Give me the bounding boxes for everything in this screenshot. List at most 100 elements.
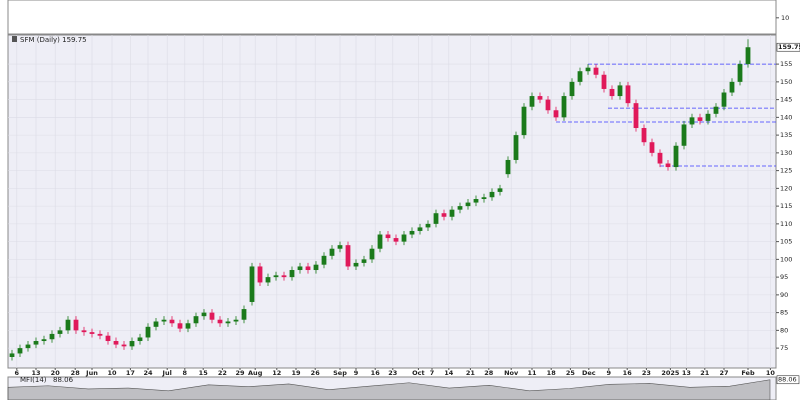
candle-body — [369, 248, 375, 260]
candle-body — [585, 67, 591, 72]
candle-body — [609, 88, 615, 97]
candle-body — [593, 67, 599, 75]
x-tick-label: 11 — [527, 369, 537, 377]
x-tick-label: Feb — [741, 369, 755, 377]
candle-body — [121, 344, 127, 347]
candle-body — [729, 81, 735, 93]
candle-body — [273, 275, 279, 278]
candle-body — [297, 266, 303, 271]
candle-body — [569, 81, 575, 97]
candle-body — [577, 71, 583, 82]
candle-body — [433, 213, 439, 224]
x-tick-label: 28 — [71, 369, 81, 377]
x-tick-label: 23 — [642, 369, 651, 377]
x-tick-label: Aug — [248, 369, 263, 377]
candle-body — [225, 321, 231, 324]
candle-body — [281, 275, 287, 278]
x-tick-label: 22 — [218, 369, 227, 377]
x-tick-label: Oct — [412, 369, 425, 377]
candle-body — [345, 245, 351, 267]
x-tick-label: 19 — [291, 369, 301, 377]
x-tick-label: 25 — [566, 369, 576, 377]
candle-body — [201, 312, 207, 317]
candle-body — [329, 248, 335, 256]
candle-body — [209, 312, 215, 320]
candle-body — [169, 319, 175, 324]
candle-body — [145, 326, 151, 338]
x-tick-label: 9 — [354, 369, 359, 377]
grid: 75 80 85 90 95 100 105 110 115 120 125 130 135 140 145… — [8, 14, 792, 377]
candle-body — [113, 341, 119, 345]
y-tick-label: 110 — [780, 220, 792, 228]
candle-body — [561, 96, 567, 118]
x-tick-label: 13 — [682, 369, 691, 377]
candle-body — [441, 213, 447, 217]
x-tick-label: 16 — [623, 369, 633, 377]
candle-body — [385, 234, 391, 239]
candle-body — [313, 264, 319, 271]
candle-body — [417, 227, 423, 231]
x-tick-label: 15 — [199, 369, 209, 377]
mfi-last-label: 88.06 — [778, 376, 797, 384]
candle-body — [521, 106, 527, 136]
x-tick-label: 21 — [700, 369, 710, 377]
y-tick-label: 90 — [780, 291, 788, 299]
x-tick-label: 16 — [371, 369, 381, 377]
y-tick-label: 10 — [781, 14, 789, 22]
x-tick-label: 27 — [719, 369, 728, 377]
candle-body — [249, 266, 255, 302]
candle-body — [393, 238, 399, 242]
x-tick-label: 23 — [388, 369, 397, 377]
y-tick-label: 150 — [780, 78, 792, 86]
last-price-box — [776, 42, 800, 52]
candle-body — [737, 64, 743, 82]
x-tick-label: 6 — [15, 369, 20, 377]
x-tick-label: 10 — [766, 369, 776, 377]
candle-body — [681, 124, 687, 146]
mfi-last: 88.06 — [53, 376, 74, 384]
x-tick-label: 24 — [143, 369, 153, 377]
candle-body — [9, 353, 15, 357]
x-tick-label: 9 — [607, 369, 612, 377]
candle-body — [705, 113, 711, 121]
mfi-last-box — [776, 375, 800, 385]
candle-body — [713, 106, 719, 114]
y-tick-label: 120 — [780, 184, 792, 192]
candle-body — [665, 163, 671, 168]
candle-body — [449, 209, 455, 217]
candle-body — [241, 309, 247, 320]
candle-body — [49, 333, 55, 340]
candle-body — [265, 277, 271, 283]
candle-body — [481, 197, 487, 200]
y-tick-label: 115 — [780, 202, 792, 210]
candle-body — [129, 341, 135, 347]
x-tick-label: 14 — [444, 369, 454, 377]
x-tick-label: 20 — [51, 369, 61, 377]
candle-body — [105, 335, 111, 342]
candle-body — [257, 266, 263, 283]
candle-body — [321, 255, 327, 265]
candle-body — [649, 142, 655, 153]
x-tick-label: Jun — [85, 369, 98, 377]
candle-body — [633, 103, 639, 129]
top-panel — [7, 0, 777, 35]
candle-body — [361, 259, 367, 263]
candle-body — [41, 339, 47, 342]
candle-body — [353, 262, 359, 267]
candle-body — [657, 152, 663, 164]
x-tick-label: 12 — [272, 369, 281, 377]
x-tick-label: 8 — [183, 369, 188, 377]
candle-body — [537, 96, 543, 100]
y-tick-label: 100 — [780, 255, 792, 263]
price-panel — [7, 34, 777, 369]
candle-body — [409, 230, 415, 235]
x-tick-label: Jul — [162, 369, 172, 377]
mfi-area — [7, 379, 771, 400]
x-tick-label: Dec — [582, 369, 596, 377]
candle-body — [473, 199, 479, 203]
x-tick-label: 21 — [466, 369, 476, 377]
candle-body — [33, 341, 39, 345]
candle-body — [25, 344, 31, 349]
candle-body — [465, 202, 471, 207]
y-tick-label: 130 — [780, 149, 792, 157]
